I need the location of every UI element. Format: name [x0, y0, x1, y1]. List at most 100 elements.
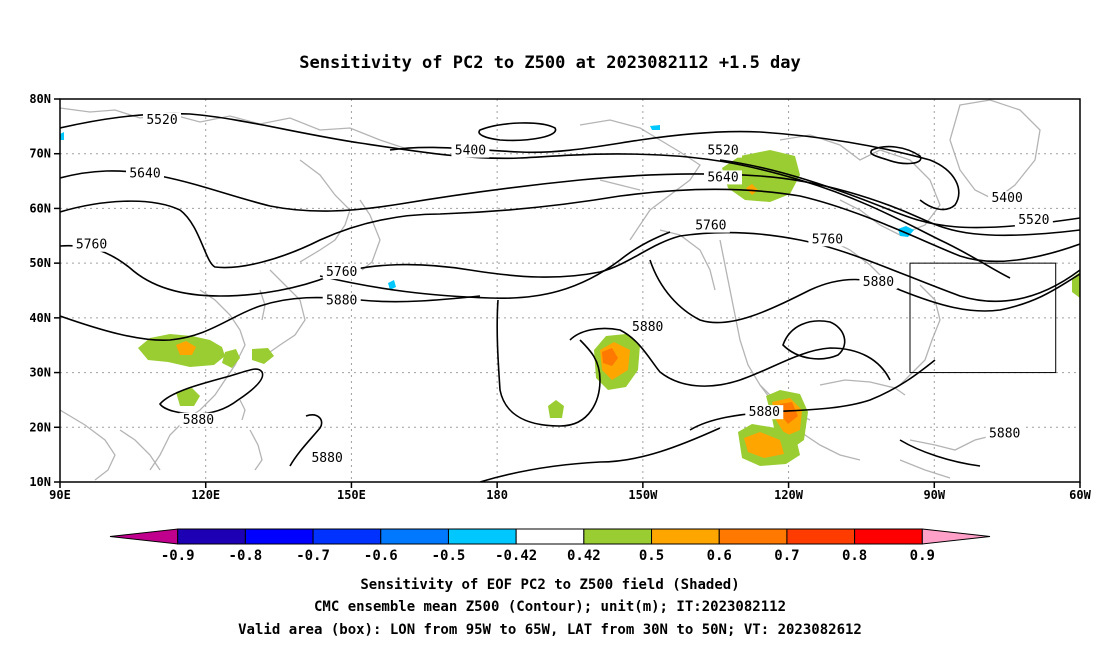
lon-tick-label: 90E	[49, 488, 71, 502]
colorbar-segment	[312, 528, 382, 545]
colorbar-label: 0.7	[774, 548, 799, 564]
shade-darkorange-mexico	[780, 402, 798, 424]
colorbar: -0.9 -0.8 -0.7 -0.6 -0.5 -0.42 0.42 0.5 0.6 0.7 0.…	[109, 528, 991, 564]
shade-blue-west-edge	[60, 132, 64, 140]
contour-label: 5520	[707, 144, 738, 159]
colorbar-segment	[447, 528, 517, 545]
contour-label-background	[126, 166, 164, 181]
lon-tick-label: 90W	[923, 488, 945, 502]
lat-tick-label: 50N	[29, 256, 51, 270]
lon-tick-label: 150E	[337, 488, 366, 502]
caption-line-2: CMC ensemble mean Z500 (Contour); unit(m…	[314, 599, 786, 615]
colorbar-label: 0.9	[910, 548, 935, 564]
colorbar-segment	[244, 528, 314, 545]
colorbar-label: 0.6	[707, 548, 732, 564]
contour-label: 5880	[183, 413, 214, 428]
shade-blue-arctic	[650, 125, 660, 130]
valid-area-box	[909, 262, 1057, 374]
z500-contours	[60, 112, 1080, 482]
lon-tick-label: 120W	[774, 488, 804, 502]
colorbar-label: -0.6	[364, 548, 398, 564]
lon-tick-label: 60W	[1069, 488, 1091, 502]
colorbar-label: -0.7	[296, 548, 330, 564]
lat-tick-label: 40N	[29, 311, 51, 325]
contour-label-background	[451, 143, 490, 158]
map-frame	[59, 98, 1081, 483]
contour-label-background	[72, 237, 111, 252]
contour-label: 5880	[749, 405, 780, 420]
contour-label-background	[808, 232, 847, 247]
contour-label: 5520	[146, 113, 177, 128]
lat-tick-label: 70N	[29, 147, 51, 161]
contour-labels: 5520 5400 5520 5640 5640 5400 5520 5760 5760 5760…	[72, 112, 1053, 466]
colorbar-label: -0.5	[432, 548, 466, 564]
contour-label-background	[143, 112, 181, 127]
lon-tick-label: 120E	[191, 488, 220, 502]
colorbar-segment	[651, 528, 720, 545]
contour-label: 5880	[311, 451, 342, 466]
lat-tick-label: 20N	[29, 420, 51, 434]
contour-label: 5760	[695, 219, 726, 234]
contour-label: 5880	[632, 320, 663, 335]
shade-blue-pacific	[388, 280, 396, 290]
shade-green-taiwan	[176, 388, 200, 406]
contour-label: 5880	[326, 294, 357, 309]
shade-orange-north-canada	[746, 184, 758, 195]
contour-label-background	[988, 191, 1027, 206]
lon-tick-label: 180	[486, 488, 508, 502]
colorbar-segment	[583, 528, 653, 545]
shade-green-japan	[252, 348, 274, 364]
contour-label: 5880	[863, 275, 894, 290]
colorbar-segment	[380, 528, 449, 545]
colorbar-right-triangle	[921, 528, 991, 545]
contour-label: 5760	[326, 265, 357, 280]
lat-tick-label: 10N	[29, 475, 51, 489]
contour-label-background	[704, 170, 742, 185]
contour-label: 5640	[129, 167, 160, 182]
graticule	[60, 99, 1080, 482]
contour-label-background	[628, 319, 667, 334]
contour-label: 5760	[76, 238, 107, 253]
colorbar-segment	[786, 528, 856, 545]
colorbar-segment	[515, 528, 585, 545]
shade-green-korea	[222, 349, 240, 368]
contour-label: 5640	[707, 170, 738, 185]
caption-line-3: Valid area (box): LON from 95W to 65W, L…	[238, 622, 862, 638]
colorbar-segment	[718, 528, 788, 545]
colorbar-label: -0.42	[495, 548, 537, 564]
caption-line-1: Sensitivity of EOF PC2 to Z500 field (Sh…	[360, 577, 739, 593]
contour-label: 5760	[812, 232, 843, 247]
shade-orange-east-pacific	[744, 432, 784, 458]
contour-label: 5880	[989, 426, 1020, 441]
contour-label-background	[691, 218, 730, 233]
colorbar-label: -0.9	[161, 548, 195, 564]
colorbar-label: 0.8	[842, 548, 867, 564]
contour-label-background	[859, 274, 898, 289]
colorbar-label: 0.5	[639, 548, 664, 564]
colorbar-label: 0.42	[567, 548, 601, 564]
contour-label-background	[308, 451, 347, 466]
contour-label-background	[1014, 213, 1053, 228]
colorbar-segment	[854, 528, 923, 545]
shade-green-pacific-small	[548, 400, 564, 418]
contour-label-background	[745, 405, 784, 420]
contour-label-background	[322, 265, 361, 280]
contour-label-background	[179, 412, 218, 427]
sensitivity-shading	[60, 125, 1080, 466]
shade-orange-east-china	[176, 341, 196, 355]
contour-label-background	[985, 426, 1024, 441]
lat-tick-label: 80N	[29, 92, 51, 106]
map-area: 5520 5400 5520 5640 5640 5400 5520 5760 5760 5760…	[60, 99, 1080, 482]
lat-tick-label: 30N	[29, 366, 51, 380]
contour-label: 5400	[991, 191, 1022, 206]
colorbar-label: -0.8	[229, 548, 263, 564]
contour-label-background	[704, 143, 742, 158]
colorbar-left-triangle	[109, 528, 179, 545]
figure-title: Sensitivity of PC2 to Z500 at 2023082112…	[299, 53, 801, 73]
shade-darkorange-central-pacific	[602, 348, 618, 366]
lon-tick-label: 150W	[628, 488, 658, 502]
lat-tick-label: 60N	[29, 201, 51, 215]
contour-label: 5520	[1018, 213, 1049, 228]
